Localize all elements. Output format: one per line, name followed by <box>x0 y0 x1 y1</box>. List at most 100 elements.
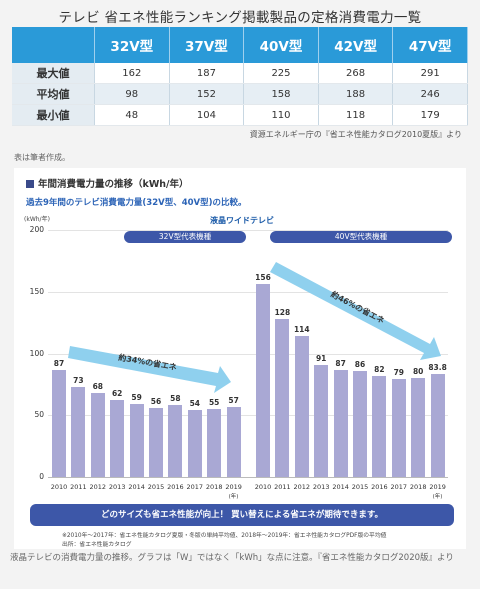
bar <box>333 369 348 477</box>
chart-heading: 年間消費電力量の推移（kWh/年） <box>26 176 189 190</box>
x-tick-label: 2013 <box>312 483 330 491</box>
bar <box>294 336 309 477</box>
table-cell: 268 <box>318 63 394 84</box>
y-tick-label: 200 <box>29 225 44 234</box>
x-tick-label: 2012 <box>89 483 107 491</box>
bar <box>226 406 241 477</box>
x-tick-label: 2015 <box>351 483 369 491</box>
x-tick-label: 2016 <box>371 483 388 491</box>
x-tick-label: 2017 <box>186 483 204 491</box>
x-tick-label: 2018 <box>205 483 223 491</box>
bar <box>391 379 406 477</box>
table-cell: 246 <box>392 83 468 105</box>
column-header: 32V型 <box>94 27 170 63</box>
table-cell: 162 <box>94 63 170 84</box>
data-label: 156 <box>255 273 271 283</box>
table-header-row: 32V型 37V型 40V型 42V型 47V型 <box>12 27 468 63</box>
data-label: 55 <box>208 398 220 408</box>
table-corner-cell <box>12 27 95 63</box>
gridline <box>48 353 448 355</box>
data-label: 57 <box>228 395 239 405</box>
x-tick-label: 2015 <box>147 483 165 491</box>
table-cell: 152 <box>169 83 245 105</box>
data-label: 68 <box>92 382 104 392</box>
gridline <box>48 230 448 231</box>
data-label: 56 <box>150 396 162 406</box>
bar <box>275 318 290 477</box>
table-cell: 225 <box>243 63 319 84</box>
bar <box>372 375 387 477</box>
x-tick-label: 2019 <box>429 483 446 491</box>
column-header: 47V型 <box>392 27 468 63</box>
table-cell: 48 <box>94 104 170 126</box>
table-cell: 98 <box>94 83 170 105</box>
column-header: 37V型 <box>169 27 245 63</box>
power-consumption-table: 32V型 37V型 40V型 42V型 47V型 最大値 162 187 225… <box>12 27 468 126</box>
data-label: 82 <box>374 364 385 374</box>
bar <box>71 386 86 477</box>
x-tick-label: 2012 <box>293 483 311 491</box>
data-label: 79 <box>393 368 405 378</box>
table-cell: 118 <box>318 104 394 126</box>
x-tick-label: 2014 <box>128 483 145 491</box>
bar <box>256 284 270 477</box>
year-unit-label: (年) <box>432 494 443 500</box>
footnote-method: ※2010年～2017年：省エネ性能カタログ夏版・冬版の単純平均値、2018年～… <box>62 533 387 539</box>
gridline <box>48 291 448 293</box>
footnote-source: 出所：省エネ性能カタログ <box>62 542 132 548</box>
table-row: 平均値 98 152 158 188 246 <box>12 83 468 105</box>
page-title: テレビ 省エネ性能ランキング掲載製品の定格消費電力一覧 <box>58 10 422 26</box>
gridline <box>48 415 448 417</box>
group-badge-32v: 32V型代表機種 <box>124 231 246 243</box>
group-badge-40v: 40V型代表機種 <box>270 231 452 243</box>
x-tick-label: 2016 <box>167 483 184 491</box>
data-label: 59 <box>131 393 142 403</box>
figure-caption: 液晶テレビの消費電力量の推移。グラフは「W」ではなく「kWh」な点に注意。『省エ… <box>10 553 454 563</box>
x-axis-line <box>48 477 448 478</box>
x-tick-label: 2017 <box>390 483 408 491</box>
year-unit-label: (年) <box>228 494 239 500</box>
table-cell: 110 <box>243 104 319 126</box>
data-label: 86 <box>354 359 366 369</box>
table-source-note: 資源エネルギー庁の『省エネ性能カタログ2010夏版』より <box>249 130 462 139</box>
bar <box>149 407 163 477</box>
x-tick-label: 2010 <box>50 483 68 491</box>
y-tick-label: 150 <box>29 286 44 296</box>
bar <box>52 369 66 477</box>
bar <box>430 373 445 477</box>
row-header: 最大値 <box>12 63 95 84</box>
square-bullet-icon <box>26 180 34 188</box>
bar <box>187 410 202 477</box>
row-header: 平均値 <box>12 83 95 105</box>
table-cell: 187 <box>169 63 245 84</box>
bar <box>314 364 329 477</box>
bar <box>110 400 125 477</box>
data-label: 80 <box>412 367 424 377</box>
data-label: 62 <box>111 389 123 399</box>
data-label: 114 <box>293 325 310 335</box>
chart-title: 液晶ワイドテレビ <box>210 216 274 225</box>
x-tick-label: 2011 <box>70 483 87 491</box>
y-tick-label: 50 <box>34 410 44 420</box>
data-label: 87 <box>53 358 65 368</box>
bar <box>168 405 183 477</box>
bar <box>207 409 222 477</box>
bar <box>411 378 426 477</box>
data-label: 87 <box>335 358 346 368</box>
x-tick-label: 2010 <box>254 483 272 491</box>
chart-subheading: 過去9年間のテレビ消費電力量(32V型、40V型)の比較。 <box>26 198 247 208</box>
conclusion-banner: どのサイズも省エネ性能が向上！ 買い替えによる省エネが期待できます。 <box>30 504 454 526</box>
data-label: 91 <box>315 353 327 363</box>
table-row: 最大値 162 187 225 268 291 <box>12 63 468 84</box>
data-label: 128 <box>274 307 291 317</box>
column-header: 40V型 <box>243 27 319 63</box>
row-header: 最小値 <box>12 104 95 126</box>
bar <box>129 404 144 477</box>
chart-heading-text: 年間消費電力量の推移（kWh/年） <box>38 179 189 190</box>
table-cell: 188 <box>318 83 394 105</box>
y-tick-label: 100 <box>29 348 44 358</box>
table-cell: 158 <box>243 83 319 105</box>
table-cell: 179 <box>392 104 468 126</box>
x-tick-label: 2019 <box>225 483 242 491</box>
